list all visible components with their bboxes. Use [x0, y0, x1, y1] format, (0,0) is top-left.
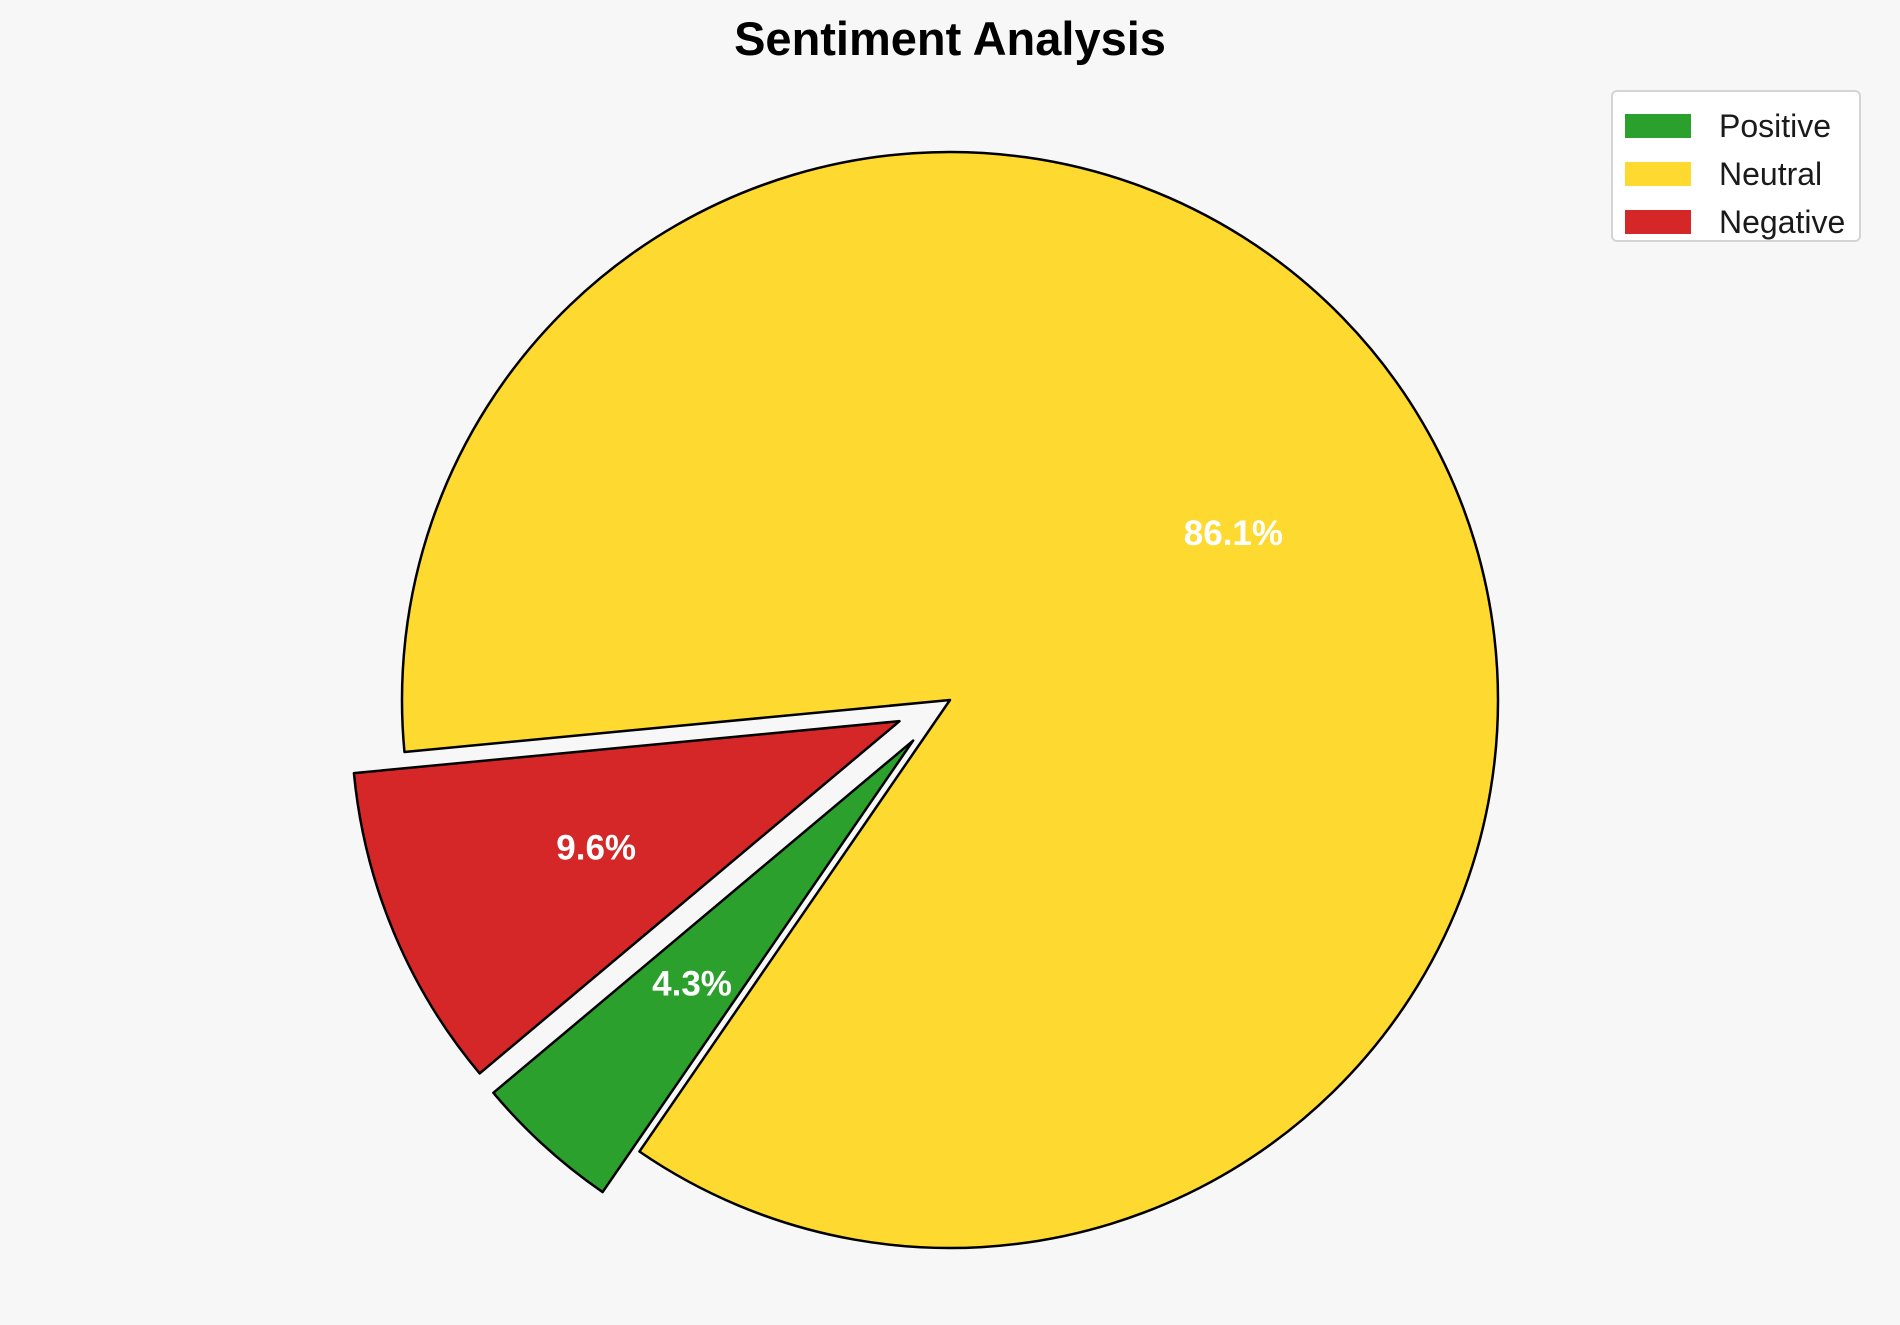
slice-label-positive: 4.3% [652, 964, 732, 1003]
slice-label-negative: 9.6% [556, 829, 636, 868]
pie-slice-negative [352, 719, 901, 1075]
chart-title: Sentiment Analysis [734, 12, 1166, 65]
legend-label-negative: Negative [1719, 203, 1846, 240]
pie-slice-positive [492, 739, 915, 1194]
legend-swatch-negative [1625, 210, 1691, 234]
legend-item-neutral: Neutral [1625, 150, 1859, 198]
pie-slice-neutral [400, 150, 1500, 1250]
slice-label-neutral: 86.1% [1184, 514, 1283, 553]
legend-swatch-positive [1625, 114, 1691, 138]
legend-item-positive: Positive [1625, 102, 1859, 150]
pie-slices [352, 150, 1500, 1250]
legend-label-positive: Positive [1719, 107, 1832, 144]
legend-label-neutral: Neutral [1719, 155, 1823, 192]
pie-slice-labels: 4.3% 86.1% 9.6% [556, 514, 1283, 1004]
legend-item-negative: Negative [1625, 198, 1859, 246]
legend: Positive Neutral Negative [1611, 90, 1861, 242]
legend-swatch-neutral [1625, 162, 1691, 186]
